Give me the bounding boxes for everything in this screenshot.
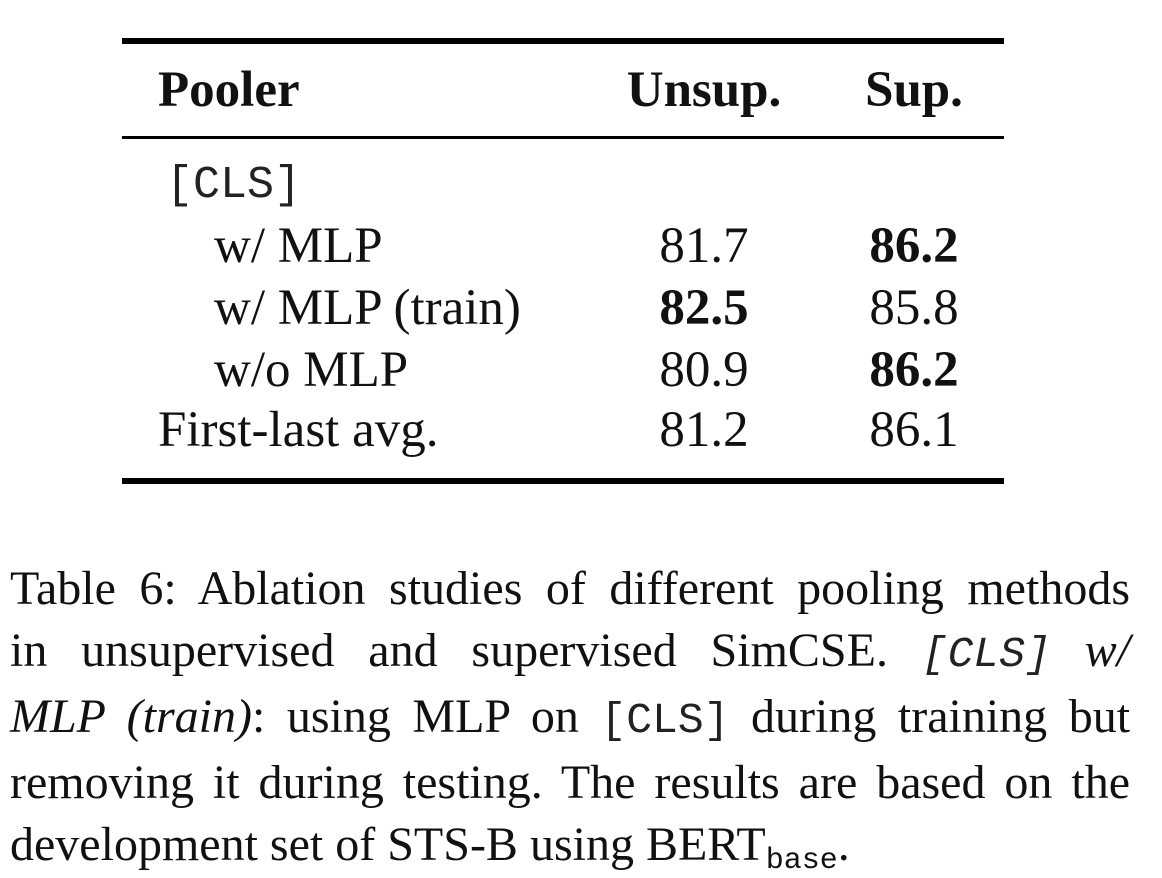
caption-code-cls: [CLS] xyxy=(600,696,730,745)
row-sup-value: 86.2 xyxy=(869,342,959,398)
header-unsup: Unsup. xyxy=(626,62,782,118)
row-label: First-last avg. xyxy=(158,402,439,458)
caption-text: Table 6: Ablation studies of different p… xyxy=(10,562,1130,615)
row-unsup-value: 81.7 xyxy=(659,218,749,274)
header-pooler: Pooler xyxy=(158,62,300,118)
row-sup-value: 86.1 xyxy=(869,402,959,458)
row-unsup-value: 81.2 xyxy=(659,402,749,458)
caption-italic: w/ xyxy=(1084,624,1131,677)
row-sup-value: 85.8 xyxy=(869,280,959,336)
caption-line: development set of STS-B using BERTbase. xyxy=(10,814,1130,876)
header-sup: Sup. xyxy=(865,62,963,118)
caption-line: Table 6: Ablation studies of different p… xyxy=(10,558,1130,620)
caption-line: removing it during testing. The results … xyxy=(10,752,1130,814)
caption-line: in unsupervised and supervised SimCSE. [… xyxy=(10,620,1130,686)
caption-text: : using MLP on xyxy=(252,690,579,743)
group-label-cls: [CLS] xyxy=(166,160,302,211)
caption-text: . xyxy=(837,818,850,871)
caption-subscript-base: base xyxy=(765,844,838,878)
caption-italic: MLP (train) xyxy=(10,690,252,743)
row-label: w/o MLP xyxy=(214,342,409,398)
row-sup-value: 86.2 xyxy=(869,218,959,274)
caption-text: development set of STS-B using BERT xyxy=(10,818,766,871)
caption-text: in unsupervised and supervised SimCSE. xyxy=(10,624,888,677)
caption-line: MLP (train): using MLP on [CLS] during t… xyxy=(10,686,1130,752)
row-label: w/ MLP (train) xyxy=(214,280,521,336)
row-label: w/ MLP xyxy=(214,218,383,274)
row-unsup-value: 80.9 xyxy=(659,342,749,398)
caption-code-cls: [CLS] xyxy=(921,630,1051,679)
row-unsup-value: 82.5 xyxy=(659,280,749,336)
table-caption: Table 6: Ablation studies of different p… xyxy=(10,558,1130,876)
table-bottom-rule xyxy=(122,478,1004,484)
table-header-rule xyxy=(122,136,1004,139)
caption-text: removing it during testing. The results … xyxy=(10,756,1130,809)
table-top-rule xyxy=(122,38,1004,44)
caption-text: during training but xyxy=(751,690,1131,743)
